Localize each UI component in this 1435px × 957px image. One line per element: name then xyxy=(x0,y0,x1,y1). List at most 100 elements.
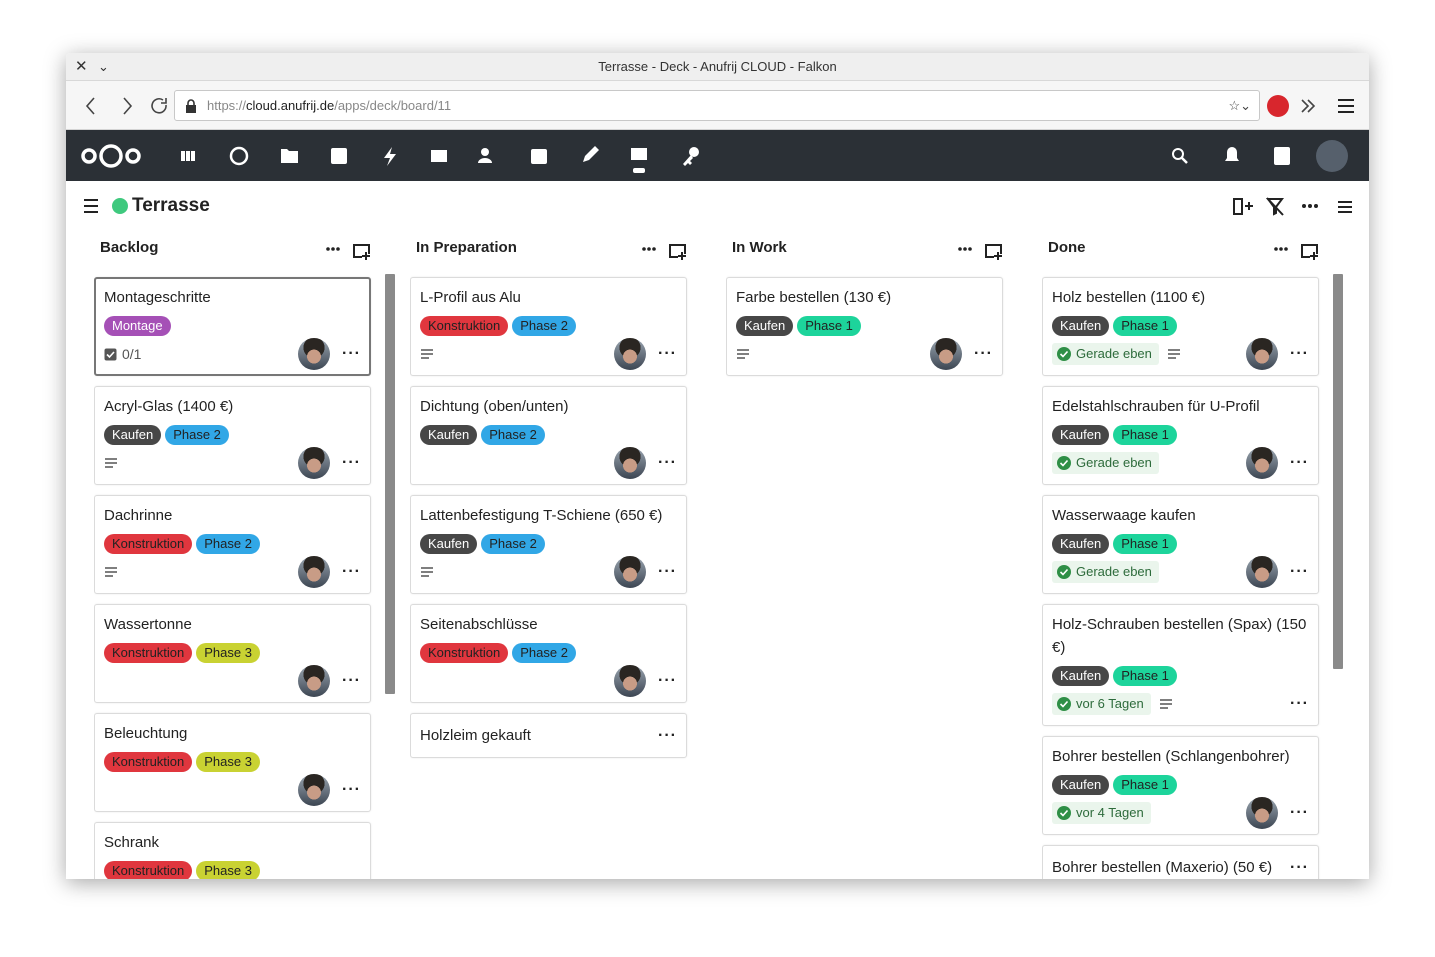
card-menu[interactable]: ··· xyxy=(1290,345,1309,362)
card-footer: ··· xyxy=(420,447,677,479)
due-date: Gerade eben xyxy=(1052,343,1159,365)
avatar[interactable] xyxy=(298,556,331,588)
label[interactable]: Phase 1 xyxy=(1113,666,1177,686)
card-menu[interactable]: ··· xyxy=(1290,804,1309,821)
stack-actions[interactable] xyxy=(951,233,1011,274)
avatar[interactable] xyxy=(930,338,963,370)
card[interactable]: Seitenabschlüsse Konstruktion Phase 2 ··· xyxy=(410,604,687,703)
title-bar: ✕ ⌄ Terrasse - Deck - Anufrij CLOUD - Fal… xyxy=(66,53,1369,81)
card-menu[interactable]: ··· xyxy=(1290,563,1309,580)
menu-toggle[interactable] xyxy=(80,181,110,231)
label[interactable]: Kaufen xyxy=(1052,316,1110,336)
card[interactable]: L-Profil aus Alu Konstruktion Phase 2 ··· xyxy=(410,277,687,376)
stack-actions[interactable] xyxy=(635,233,695,274)
avatar[interactable] xyxy=(298,447,331,479)
label[interactable]: Phase 2 xyxy=(481,425,545,445)
card-menu[interactable]: ··· xyxy=(658,726,677,744)
card-menu[interactable]: ··· xyxy=(342,345,361,362)
label[interactable]: Phase 3 xyxy=(196,643,260,663)
label[interactable]: Konstruktion xyxy=(420,643,509,663)
avatar[interactable] xyxy=(1246,338,1279,370)
avatar[interactable] xyxy=(298,774,331,806)
card-menu[interactable]: ··· xyxy=(1290,695,1309,712)
card-title: Montageschritte xyxy=(104,289,211,306)
avatar[interactable] xyxy=(614,665,647,697)
card-labels: Konstruktion Phase 2 xyxy=(104,534,361,554)
avatar[interactable] xyxy=(614,447,647,479)
label[interactable]: Konstruktion xyxy=(420,316,509,336)
avatar[interactable] xyxy=(298,665,331,697)
card[interactable]: Holzleim gekauft ··· xyxy=(410,713,687,758)
label[interactable]: Kaufen xyxy=(1052,425,1110,445)
due-icon xyxy=(1057,697,1071,711)
avatar[interactable] xyxy=(298,338,331,370)
label[interactable]: Phase 1 xyxy=(797,316,861,336)
card[interactable]: Wassertonne Konstruktion Phase 3 ··· xyxy=(94,604,371,703)
stack-actions[interactable] xyxy=(1267,233,1327,274)
avatar[interactable] xyxy=(1246,556,1279,588)
card[interactable]: Farbe bestellen (130 €) Kaufen Phase 1 ··· xyxy=(726,277,1003,376)
label[interactable]: Phase 3 xyxy=(196,861,260,879)
label[interactable]: Phase 2 xyxy=(481,534,545,554)
label[interactable]: Phase 2 xyxy=(512,316,576,336)
card-menu[interactable]: ··· xyxy=(658,345,677,362)
card[interactable]: Dichtung (oben/unten) Kaufen Phase 2 ··· xyxy=(410,386,687,485)
card-menu[interactable]: ··· xyxy=(658,454,677,471)
card-menu[interactable]: ··· xyxy=(1290,454,1309,471)
label[interactable]: Phase 3 xyxy=(196,752,260,772)
card[interactable]: Beleuchtung Konstruktion Phase 3 ··· xyxy=(94,713,371,812)
card-menu[interactable]: ··· xyxy=(658,563,677,580)
url-field[interactable]: https://cloud.anufrij.de/apps/deck/board… xyxy=(174,90,1260,121)
card-labels: Konstruktion Phase 3 xyxy=(104,861,361,879)
label[interactable]: Konstruktion xyxy=(104,643,193,663)
toolbar-icons[interactable] xyxy=(1266,81,1366,130)
card-menu[interactable]: ··· xyxy=(1290,858,1309,876)
nav-buttons[interactable] xyxy=(76,81,186,130)
avatar[interactable] xyxy=(614,338,647,370)
card[interactable]: Holz-Schrauben bestellen (Spax) (150 €) K… xyxy=(1042,604,1319,726)
label[interactable]: Phase 1 xyxy=(1113,534,1177,554)
avatar[interactable] xyxy=(1246,797,1279,829)
label[interactable]: Konstruktion xyxy=(104,861,193,879)
label[interactable]: Phase 2 xyxy=(165,425,229,445)
card[interactable]: Holz bestellen (1100 €) Kaufen Phase 1 Gera… xyxy=(1042,277,1319,376)
label[interactable]: Konstruktion xyxy=(104,534,193,554)
card-menu[interactable]: ··· xyxy=(342,672,361,689)
label[interactable]: Montage xyxy=(104,316,171,336)
card[interactable]: Dachrinne Konstruktion Phase 2 ··· xyxy=(94,495,371,594)
label[interactable]: Kaufen xyxy=(736,316,794,336)
label[interactable]: Kaufen xyxy=(420,534,478,554)
card[interactable]: Bohrer bestellen (Maxerio) (50 €) ··· xyxy=(1042,845,1319,879)
label[interactable]: Kaufen xyxy=(1052,534,1110,554)
scrollbar[interactable] xyxy=(1333,274,1343,669)
label[interactable]: Phase 2 xyxy=(512,643,576,663)
card-title: L-Profil aus Alu xyxy=(420,289,521,306)
board-actions[interactable] xyxy=(1231,181,1361,231)
label[interactable]: Kaufen xyxy=(1052,666,1110,686)
card[interactable]: Edelstahlschrauben für U-Profil Kaufen Pha… xyxy=(1042,386,1319,485)
card-menu[interactable]: ··· xyxy=(658,672,677,689)
card[interactable]: Lattenbefestigung T-Schiene (650 €) Kaufe… xyxy=(410,495,687,594)
label[interactable]: Phase 1 xyxy=(1113,775,1177,795)
avatar[interactable] xyxy=(1246,447,1279,479)
label[interactable]: Kaufen xyxy=(420,425,478,445)
card[interactable]: Wasserwaage kaufen Kaufen Phase 1 Gerade eb… xyxy=(1042,495,1319,594)
scrollbar[interactable] xyxy=(385,274,395,694)
label[interactable]: Phase 2 xyxy=(196,534,260,554)
label[interactable]: Konstruktion xyxy=(104,752,193,772)
avatar[interactable] xyxy=(614,556,647,588)
card[interactable]: Montageschritte Montage 0/1 ··· xyxy=(94,277,371,376)
card-menu[interactable]: ··· xyxy=(974,345,993,362)
stack-actions[interactable] xyxy=(319,233,379,274)
label[interactable]: Kaufen xyxy=(104,425,162,445)
card-menu[interactable]: ··· xyxy=(342,563,361,580)
label[interactable]: Phase 1 xyxy=(1113,316,1177,336)
label[interactable]: Phase 1 xyxy=(1113,425,1177,445)
card-menu[interactable]: ··· xyxy=(342,454,361,471)
card[interactable]: Bohrer bestellen (Schlangenbohrer) Kaufen… xyxy=(1042,736,1319,835)
card[interactable]: Acryl-Glas (1400 €) Kaufen Phase 2 ··· xyxy=(94,386,371,485)
app-icons[interactable] xyxy=(66,130,1369,181)
label[interactable]: Kaufen xyxy=(1052,775,1110,795)
card-menu[interactable]: ··· xyxy=(342,781,361,798)
